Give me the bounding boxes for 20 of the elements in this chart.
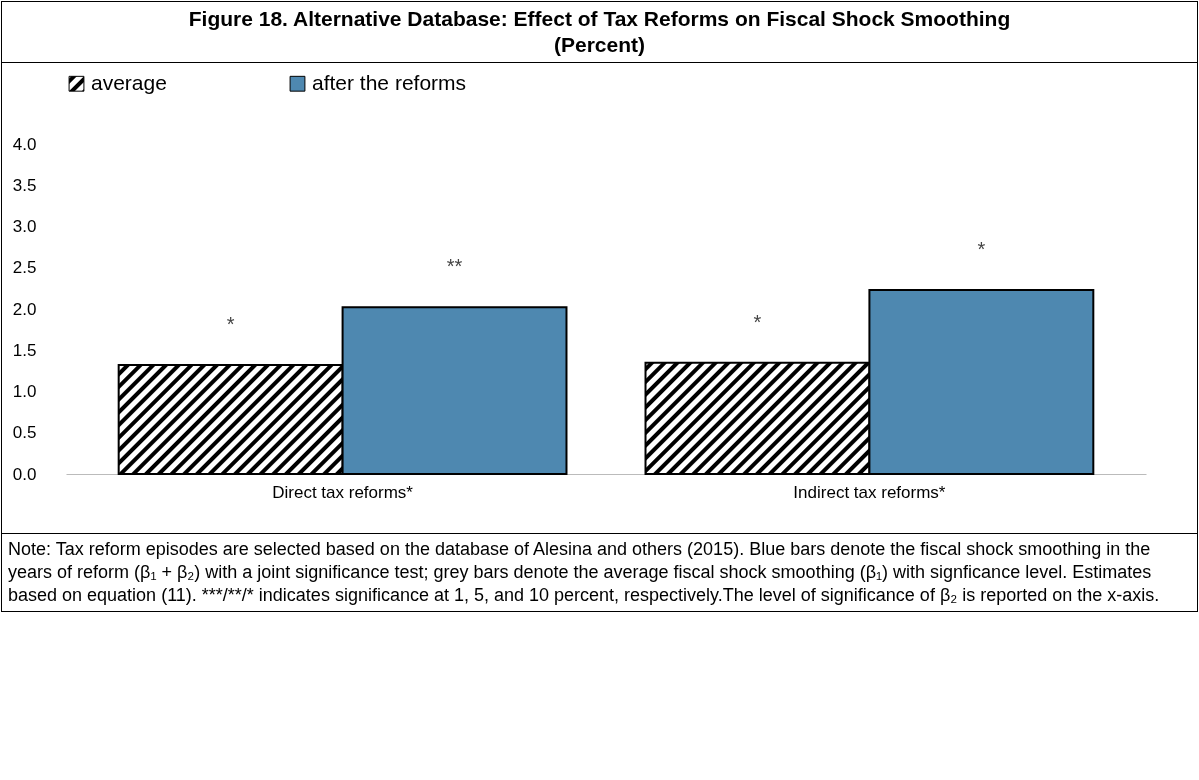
y-tick-label: 4.0 [12, 134, 37, 154]
data-label: * [226, 313, 235, 336]
chart-title: Figure 18. Alternative Database: Effect of Tax Reforms on Fiscal Shock Smoothing [187, 6, 1012, 32]
legend-label: average [91, 70, 167, 94]
y-tick-label: 3.0 [12, 217, 37, 236]
data-label: * [753, 310, 762, 333]
chart-subtitle: (Percent) [553, 32, 646, 58]
y-tick-label: 3.5 [12, 175, 37, 195]
x-tick-label: Indirect tax reforms* [793, 482, 946, 502]
y-tick-label: 0.5 [12, 423, 37, 443]
data-label: ** [446, 255, 463, 278]
y-tick-label: 1.5 [12, 340, 37, 360]
data-label: * [977, 238, 986, 261]
x-tick-label: Direct tax reforms* [272, 482, 414, 502]
legend-label: after the reforms [312, 70, 467, 94]
text: Note: Tax reform episodes are selected based on the database of Alesina and others (2015). Blue bars denote the fiscal shock smoothing in the years of reform (β₁ + β₂) with a joint significance test; grey bars denote the average fiscal shock smoothing (β₁) with signficance level. Estimates based on equation (11). ***/**/* indicates significance at 1, 5, and 10 percent, respectively.The level of significance of β₂ is reported on the x-axis. [2, 533, 1197, 611]
y-tick-label: 1.0 [12, 382, 37, 401]
y-tick-label: 0.0 [12, 464, 37, 484]
y-tick-label: 2.5 [12, 258, 37, 278]
y-tick-label: 2.0 [12, 299, 37, 319]
